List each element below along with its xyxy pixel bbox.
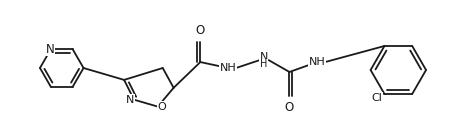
Text: N: N — [45, 43, 54, 56]
Text: H: H — [260, 59, 267, 69]
Text: O: O — [285, 101, 294, 114]
Text: NH: NH — [219, 63, 236, 73]
Text: NH: NH — [309, 57, 326, 67]
Text: N: N — [126, 95, 134, 105]
Text: Cl: Cl — [371, 93, 382, 103]
Text: O: O — [196, 24, 205, 37]
Text: N: N — [260, 52, 268, 62]
Text: O: O — [157, 102, 166, 112]
